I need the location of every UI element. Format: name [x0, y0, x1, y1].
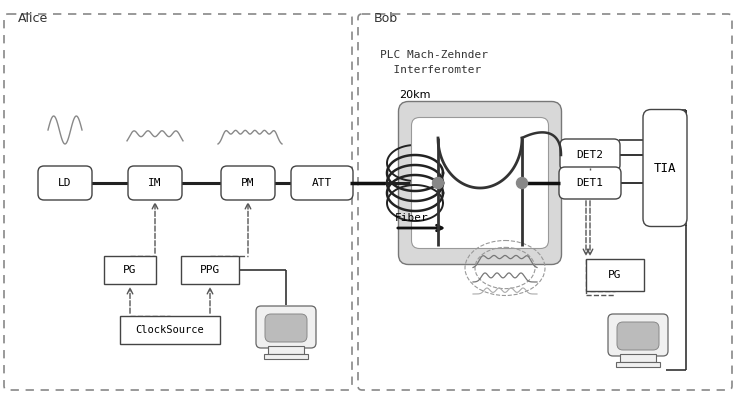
- FancyBboxPatch shape: [617, 322, 659, 350]
- Bar: [181, 256, 239, 284]
- FancyBboxPatch shape: [38, 166, 92, 200]
- FancyBboxPatch shape: [128, 166, 182, 200]
- FancyBboxPatch shape: [608, 314, 668, 356]
- FancyBboxPatch shape: [291, 166, 353, 200]
- Text: Fiber: Fiber: [395, 213, 429, 223]
- Bar: [586, 259, 644, 291]
- Text: Interferomter: Interferomter: [380, 65, 481, 75]
- Text: IM: IM: [148, 178, 162, 188]
- FancyBboxPatch shape: [265, 314, 307, 342]
- Bar: [104, 256, 156, 284]
- Text: PG: PG: [609, 270, 622, 280]
- Text: Bob: Bob: [374, 12, 398, 25]
- Text: ClockSource: ClockSource: [136, 325, 204, 335]
- Text: 20km: 20km: [399, 90, 431, 100]
- FancyBboxPatch shape: [412, 117, 548, 248]
- FancyBboxPatch shape: [559, 167, 621, 199]
- Bar: [620, 354, 656, 362]
- Text: Alice: Alice: [18, 12, 49, 25]
- Text: DET1: DET1: [576, 178, 603, 188]
- Text: LD: LD: [58, 178, 72, 188]
- Text: PLC Mach-Zehnder: PLC Mach-Zehnder: [380, 50, 488, 60]
- Circle shape: [517, 177, 528, 188]
- Bar: [616, 362, 660, 367]
- FancyBboxPatch shape: [643, 109, 687, 226]
- Text: PG: PG: [123, 265, 137, 275]
- Bar: [268, 346, 304, 354]
- FancyBboxPatch shape: [560, 139, 620, 171]
- Bar: [264, 354, 308, 359]
- Text: TIA: TIA: [653, 162, 676, 175]
- Text: ATT: ATT: [312, 178, 332, 188]
- Bar: [120, 316, 220, 344]
- Text: DET2: DET2: [576, 150, 603, 160]
- FancyBboxPatch shape: [398, 102, 562, 265]
- Text: PM: PM: [241, 178, 255, 188]
- FancyBboxPatch shape: [221, 166, 275, 200]
- Text: PPG: PPG: [200, 265, 220, 275]
- FancyBboxPatch shape: [256, 306, 316, 348]
- Circle shape: [432, 177, 443, 188]
